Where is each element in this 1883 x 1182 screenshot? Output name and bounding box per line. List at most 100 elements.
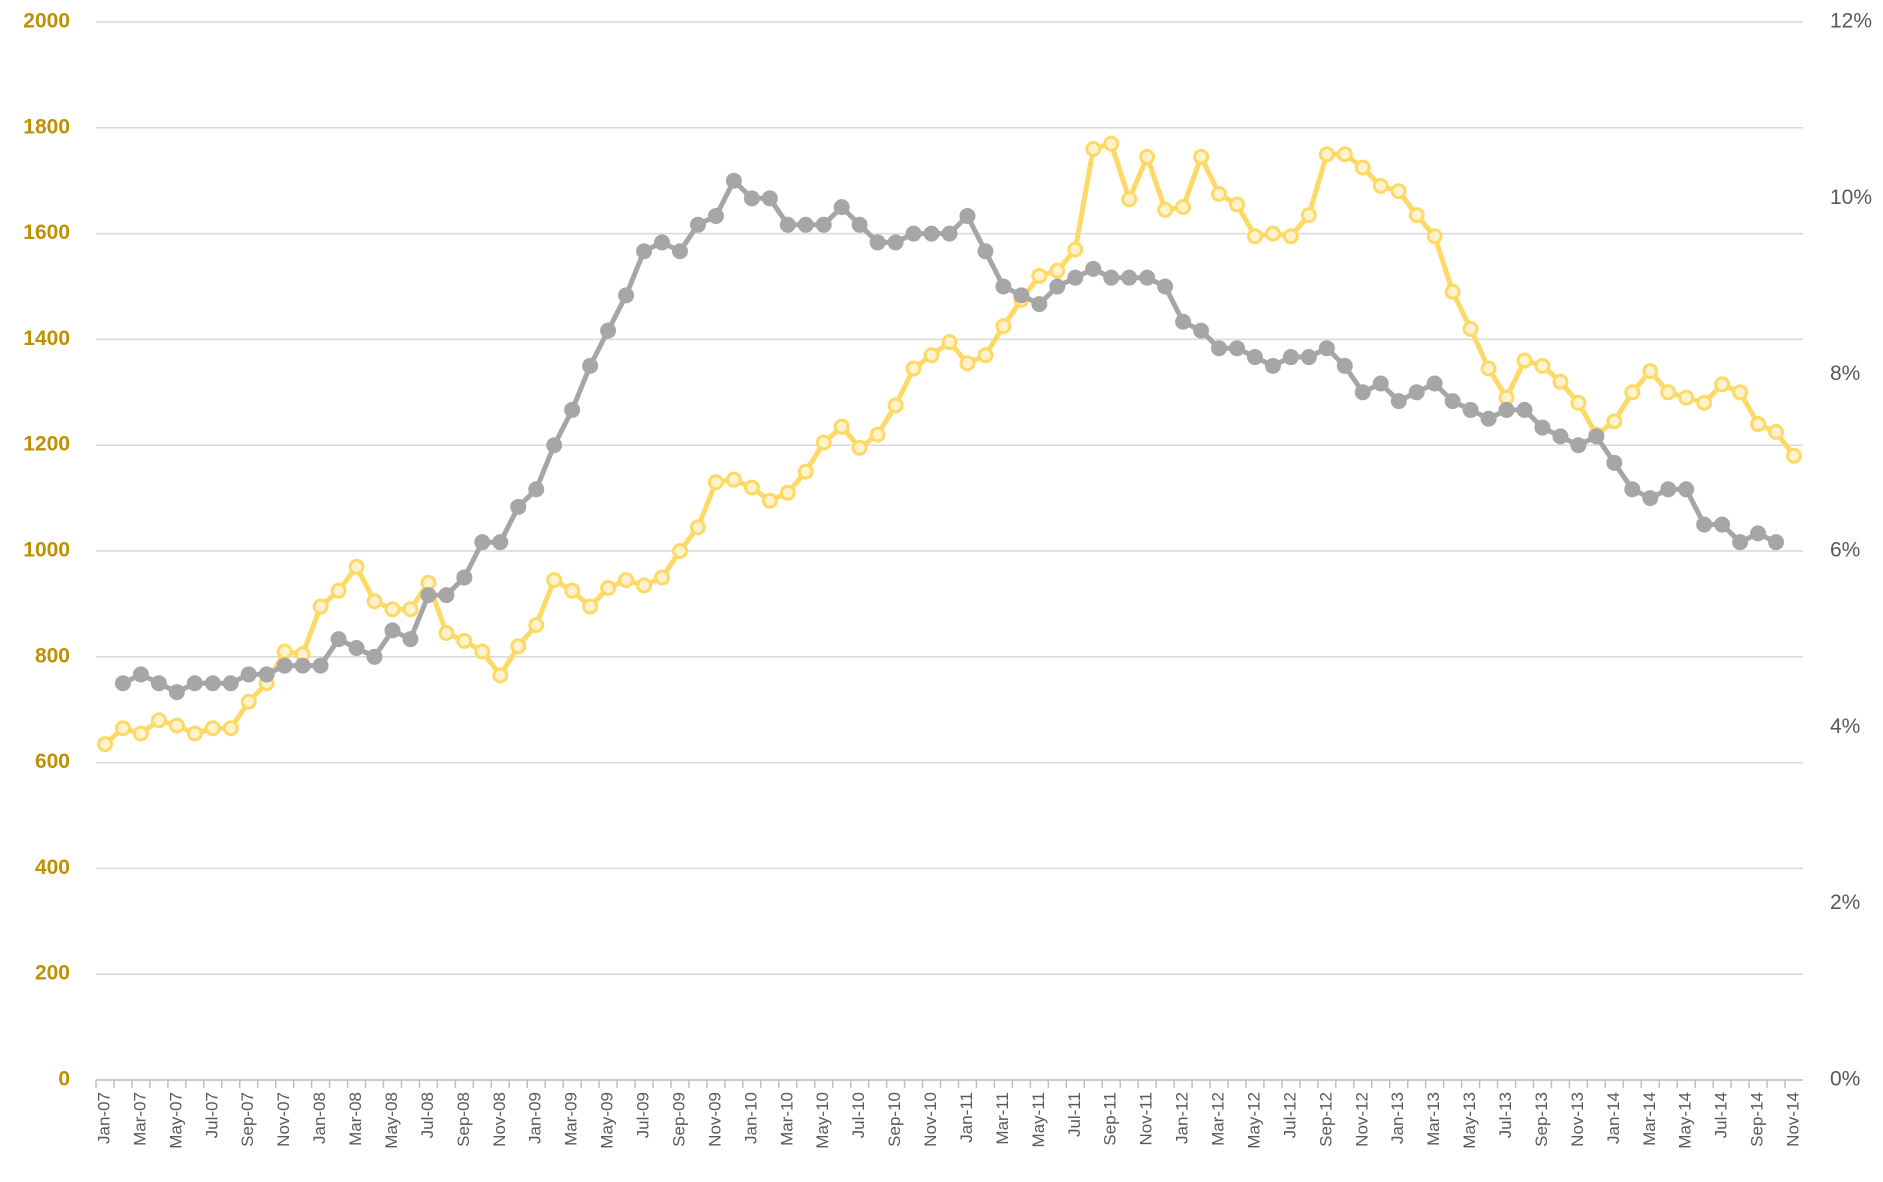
- series-marker: [150, 675, 167, 692]
- series-marker: [330, 631, 347, 648]
- x-tick-label: Jan-12: [1173, 1092, 1192, 1144]
- series-marker: [941, 225, 958, 242]
- series-marker: [1372, 177, 1389, 194]
- series-marker: [1121, 269, 1138, 286]
- series-marker: [1264, 225, 1281, 242]
- series-marker: [186, 675, 203, 692]
- series-marker: [654, 569, 671, 586]
- series-marker: [815, 216, 832, 233]
- x-tick-label: Jan-08: [310, 1092, 329, 1144]
- series-marker: [1049, 278, 1066, 295]
- series-marker: [1211, 340, 1228, 357]
- series-marker: [761, 190, 778, 207]
- series-marker: [1714, 376, 1731, 393]
- series-marker: [204, 675, 221, 692]
- series-marker: [654, 234, 671, 251]
- series-marker: [1157, 278, 1174, 295]
- series-marker: [1121, 191, 1138, 208]
- series-marker: [456, 569, 473, 586]
- series-marker: [1552, 428, 1569, 445]
- series-marker: [114, 675, 131, 692]
- series-marker: [1660, 384, 1677, 401]
- series-marker: [851, 439, 868, 456]
- series-marker: [995, 278, 1012, 295]
- series-marker: [1336, 146, 1353, 163]
- series-marker: [923, 347, 940, 364]
- series-marker: [276, 643, 293, 660]
- series-marker: [1246, 349, 1263, 366]
- series-marker: [1606, 413, 1623, 430]
- series-marker: [1228, 196, 1245, 213]
- series-marker: [959, 355, 976, 372]
- x-tick-label: Nov-10: [921, 1092, 940, 1147]
- series-marker: [833, 418, 850, 435]
- series-marker: [1103, 269, 1120, 286]
- y-tick-label: 200: [35, 962, 70, 985]
- series-marker: [492, 534, 509, 551]
- series-marker: [96, 736, 113, 753]
- x-tick-label: Jan-09: [526, 1092, 545, 1144]
- series-marker: [420, 587, 437, 604]
- y2-tick-label: 0%: [1830, 1068, 1860, 1091]
- x-tick-label: Sep-14: [1748, 1092, 1767, 1147]
- y2-tick-label: 2%: [1830, 891, 1860, 914]
- series-marker: [636, 577, 653, 594]
- series-marker: [1570, 394, 1587, 411]
- series-marker: [1354, 159, 1371, 176]
- x-tick-label: Nov-11: [1137, 1092, 1156, 1146]
- series-marker: [1390, 183, 1407, 200]
- x-tick-label: Jan-07: [94, 1092, 113, 1144]
- series-marker: [1588, 428, 1605, 445]
- series-marker: [1193, 322, 1210, 339]
- x-tick-label: Jul-09: [634, 1092, 653, 1138]
- x-tick-label: May-10: [813, 1092, 832, 1149]
- series-marker: [1318, 146, 1335, 163]
- series-marker: [366, 648, 383, 665]
- series-marker: [887, 397, 904, 414]
- x-tick-label: Jul-07: [202, 1092, 221, 1138]
- series-marker: [600, 580, 617, 597]
- x-tick-label: Jul-10: [849, 1092, 868, 1138]
- series-marker: [150, 712, 167, 729]
- series-marker: [276, 657, 293, 674]
- series-marker: [564, 582, 581, 599]
- series-marker: [402, 601, 419, 618]
- series-marker: [725, 471, 742, 488]
- y2-tick-label: 12%: [1830, 10, 1872, 33]
- series-marker: [689, 216, 706, 233]
- series-marker: [725, 172, 742, 189]
- series-marker: [1211, 185, 1228, 202]
- series-marker: [582, 357, 599, 374]
- y-tick-label: 1200: [23, 433, 70, 456]
- series-marker: [1067, 269, 1084, 286]
- series-marker: [510, 498, 527, 515]
- series-marker: [1516, 401, 1533, 418]
- x-tick-label: May-11: [1029, 1092, 1048, 1147]
- series-marker: [905, 225, 922, 242]
- x-tick-label: Mar-10: [777, 1092, 796, 1146]
- y-tick-label: 1400: [23, 327, 70, 350]
- series-marker: [1462, 401, 1479, 418]
- series-marker: [1300, 349, 1317, 366]
- series-marker: [1480, 410, 1497, 427]
- series-marker: [438, 624, 455, 641]
- series-marker: [582, 598, 599, 615]
- series-marker: [1264, 357, 1281, 374]
- series-marker: [204, 720, 221, 737]
- series-marker: [168, 684, 185, 701]
- series-marker: [1049, 262, 1066, 279]
- y-tick-label: 1800: [23, 115, 70, 138]
- x-tick-label: Sep-10: [885, 1092, 904, 1147]
- x-tick-label: Sep-11: [1101, 1092, 1120, 1146]
- series-marker: [1426, 375, 1443, 392]
- series-marker: [1642, 490, 1659, 507]
- series-marker: [833, 199, 850, 216]
- series-marker: [1318, 340, 1335, 357]
- series-marker: [546, 437, 563, 454]
- series-marker: [510, 638, 527, 655]
- series-marker: [546, 572, 563, 589]
- series-marker: [600, 322, 617, 339]
- series-marker: [168, 717, 185, 734]
